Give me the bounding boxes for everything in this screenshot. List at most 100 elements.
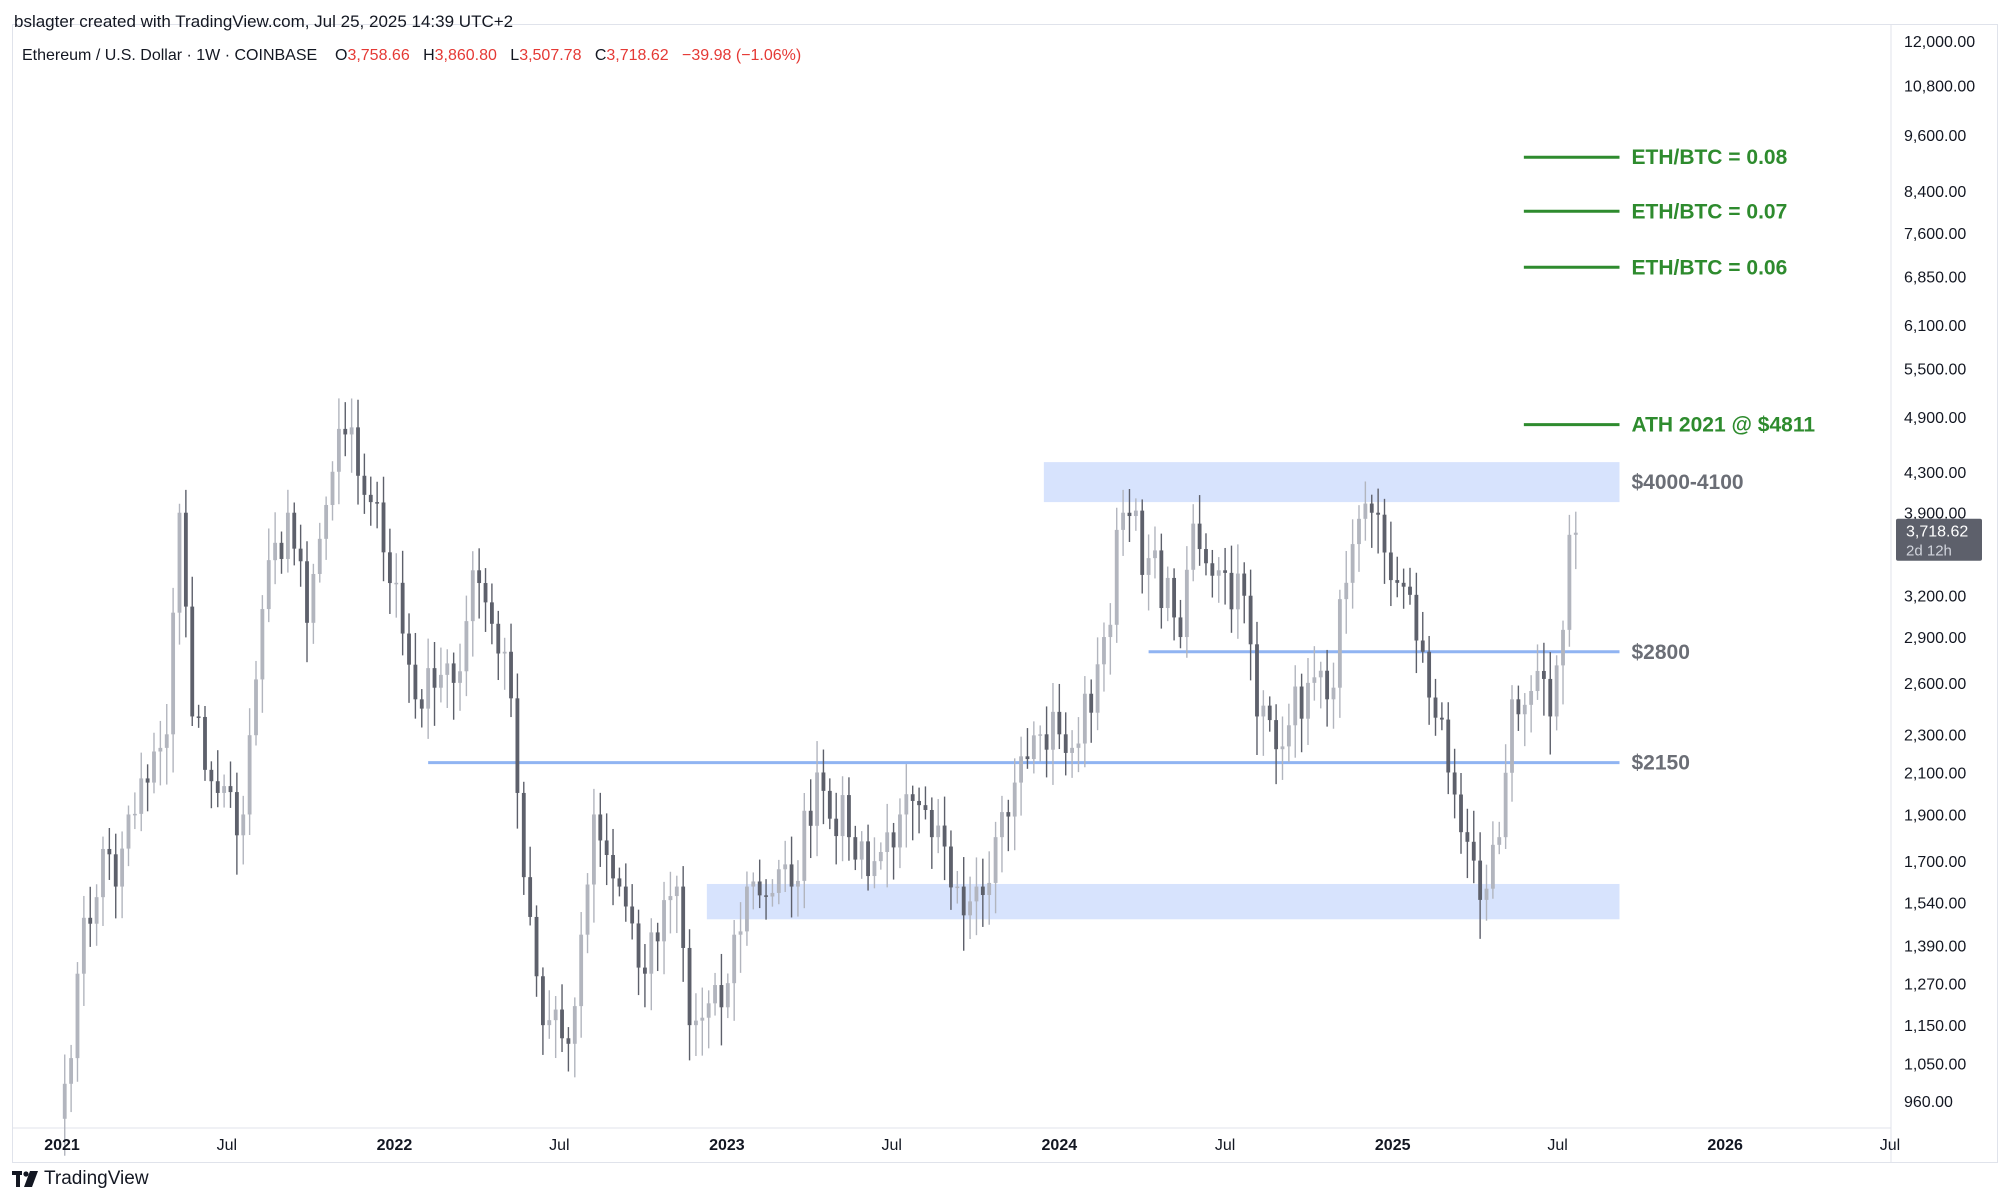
zone-box-0 bbox=[1043, 462, 1620, 503]
candle-body bbox=[1465, 832, 1470, 842]
candle-body bbox=[796, 880, 800, 887]
tradingview-brand[interactable]: TradingView bbox=[12, 1168, 149, 1190]
candle-body bbox=[528, 877, 533, 917]
price-axis[interactable]: 12,000.00 10,800.00 9,600.00 8,400.00 7,600.… bbox=[1904, 34, 1975, 1111]
candle-body bbox=[94, 897, 99, 924]
candle-body bbox=[630, 906, 635, 924]
candle-body bbox=[1025, 756, 1030, 760]
targets-layer: ETH/BTC = 0.08 ETH/BTC = 0.07 ETH/BTC = 0.… bbox=[1523, 146, 1815, 437]
candle-body bbox=[974, 886, 979, 902]
candle-body bbox=[470, 570, 475, 622]
high-value: 3,860.80 bbox=[434, 47, 497, 64]
candle-body bbox=[1153, 550, 1157, 559]
candle-body bbox=[757, 881, 762, 896]
candle-body bbox=[1325, 670, 1330, 700]
candle-body bbox=[1242, 573, 1247, 596]
candle-body bbox=[1076, 743, 1081, 748]
low-label: L bbox=[510, 47, 520, 64]
last-price-tag: 3,718.62 2d 12h bbox=[1896, 518, 1982, 561]
change-value: −39.98 (−1.06%) bbox=[682, 47, 802, 64]
candle-body bbox=[1261, 705, 1266, 717]
candle-body bbox=[266, 560, 271, 610]
candle-body bbox=[228, 786, 233, 793]
price-tag-value: 3,718.62 bbox=[1906, 524, 1968, 541]
candle-body bbox=[432, 668, 437, 688]
candle-body bbox=[1210, 563, 1215, 576]
candle-body bbox=[789, 864, 794, 887]
candle-body bbox=[910, 794, 915, 801]
candle-body bbox=[1503, 772, 1508, 838]
candle-body bbox=[1306, 682, 1310, 719]
price-tick-8: 4,900.00 bbox=[1904, 410, 1966, 427]
price-tick-5: 6,850.00 bbox=[1904, 269, 1966, 286]
candle-body bbox=[489, 602, 494, 624]
candle-body bbox=[815, 772, 819, 826]
candle-body bbox=[547, 1020, 552, 1026]
brand-label: TradingView bbox=[44, 1168, 149, 1189]
candle-body bbox=[81, 917, 86, 974]
candle-body bbox=[681, 886, 686, 948]
candle-body bbox=[980, 886, 985, 896]
candle-body bbox=[477, 570, 482, 584]
candle-body bbox=[1280, 746, 1285, 750]
candle-body bbox=[1439, 717, 1444, 720]
candle-body bbox=[776, 869, 781, 893]
candle-body bbox=[1318, 670, 1323, 678]
candle-body bbox=[1255, 644, 1259, 717]
candle-body bbox=[668, 896, 673, 901]
candle-body bbox=[1089, 693, 1094, 713]
price-tick-16: 1,900.00 bbox=[1904, 807, 1966, 824]
price-tag-bg bbox=[1896, 518, 1982, 561]
candle-body bbox=[540, 976, 545, 1026]
candle-body bbox=[107, 848, 112, 855]
candle-body bbox=[305, 561, 309, 623]
candle-body bbox=[285, 512, 290, 559]
price-tick-10: 3,900.00 bbox=[1904, 506, 1966, 523]
symbol-title: Ethereum / U.S. Dollar · 1W · COINBASE bbox=[22, 47, 318, 64]
candle-body bbox=[598, 814, 603, 841]
candle-body bbox=[1452, 772, 1457, 795]
candle-body bbox=[560, 1009, 564, 1039]
time-axis[interactable]: 2021 Jul 2022 Jul 2023 Jul 2024 Jul 2025 Jul 2026 J… bbox=[44, 1137, 1900, 1154]
tradingview-logo-icon bbox=[12, 1171, 38, 1187]
candle-body bbox=[1420, 640, 1425, 652]
time-tick-0: 2021 bbox=[44, 1137, 80, 1154]
candle-body bbox=[1567, 534, 1572, 630]
candle-body bbox=[1382, 514, 1387, 553]
candle-body bbox=[1554, 665, 1559, 717]
candle-body bbox=[330, 471, 335, 505]
price-tick-15: 2,100.00 bbox=[1904, 765, 1966, 782]
candle-body bbox=[1573, 532, 1578, 535]
candle-body bbox=[949, 846, 953, 888]
candle-body bbox=[1344, 582, 1349, 600]
candle-body bbox=[1044, 734, 1049, 750]
candle-body bbox=[1095, 664, 1100, 713]
time-tick-1: Jul bbox=[217, 1137, 237, 1154]
candle-body bbox=[394, 582, 399, 585]
candle-body bbox=[725, 983, 730, 1008]
price-tick-18: 1,540.00 bbox=[1904, 896, 1966, 913]
candle-body bbox=[464, 621, 469, 672]
candle-body bbox=[840, 795, 845, 837]
low-value: 3,507.78 bbox=[519, 47, 582, 64]
candle-body bbox=[458, 671, 462, 683]
candle-body bbox=[1535, 670, 1540, 692]
candle-body bbox=[139, 778, 144, 814]
candle-body bbox=[1114, 529, 1119, 625]
candle-body bbox=[336, 428, 341, 472]
candle-body bbox=[426, 668, 431, 709]
candle-body bbox=[923, 805, 928, 810]
candle-body bbox=[1478, 860, 1483, 900]
candle-body bbox=[1082, 693, 1087, 744]
candle-body bbox=[362, 475, 367, 495]
candle-body bbox=[738, 931, 743, 935]
open-value: 3,758.66 bbox=[347, 47, 410, 64]
candle-body bbox=[1510, 699, 1514, 773]
candle-body bbox=[515, 698, 520, 793]
price-tick-3: 8,400.00 bbox=[1904, 184, 1966, 201]
candle-body bbox=[88, 917, 93, 924]
candle-body bbox=[1388, 552, 1393, 581]
candle-body bbox=[1184, 569, 1189, 638]
target-label-3: ATH 2021 @ $4811 bbox=[1631, 414, 1815, 437]
